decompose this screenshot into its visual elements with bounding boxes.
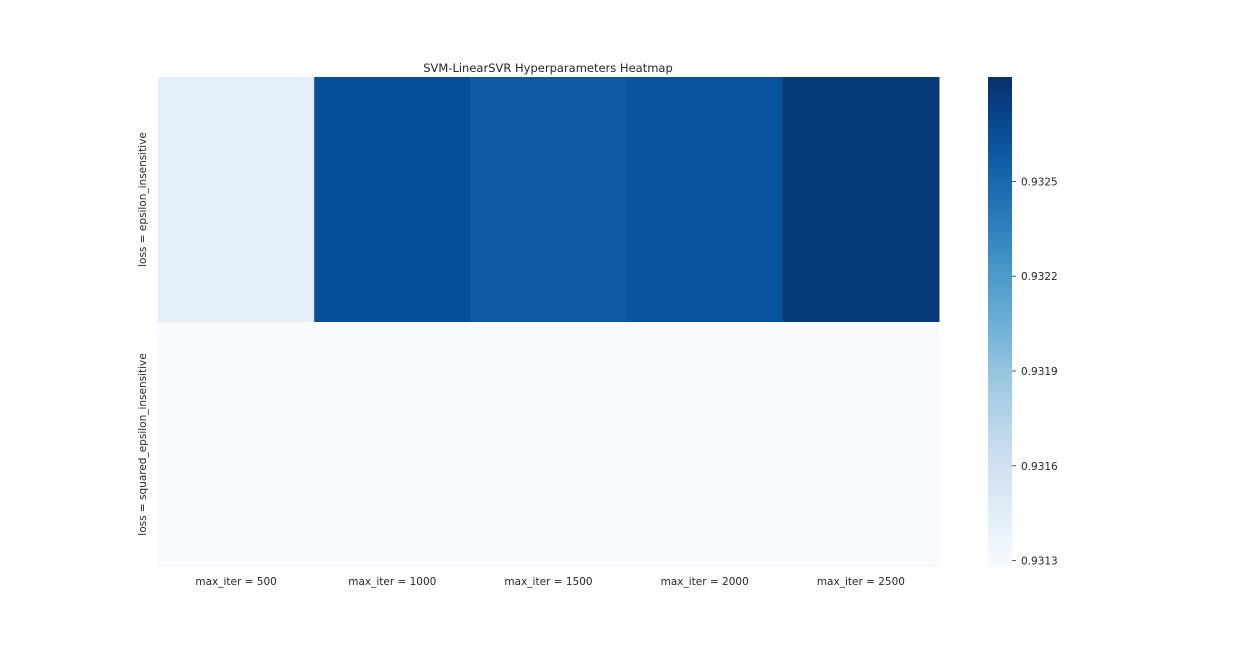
heatmap-cell (470, 322, 628, 568)
heatmap-cell (782, 77, 940, 323)
colorbar-tick-label: 0.9319 (1021, 366, 1058, 378)
chart-title: SVM-LinearSVR Hyperparameters Heatmap (423, 61, 673, 75)
x-tick-label: max_iter = 2500 (817, 576, 905, 588)
colorbar-tick-label: 0.9313 (1021, 556, 1058, 568)
heatmap-cells (158, 77, 940, 568)
colorbar-ticks: 0.9313 0.9316 0.9319 0.9322 0.9325 (1012, 176, 1058, 568)
heatmap-cell (626, 322, 784, 568)
heatmap-cell (158, 77, 315, 323)
y-tick-label: loss = epsilon_insensitive (137, 132, 149, 267)
colorbar-tick-label: 0.9322 (1021, 271, 1058, 283)
x-tick-label: max_iter = 1500 (504, 576, 592, 588)
heatmap-cell (314, 77, 471, 323)
x-tick-label: max_iter = 2000 (661, 576, 749, 588)
x-tick-labels: max_iter = 500 max_iter = 1000 max_iter = … (195, 576, 905, 588)
y-tick-label: loss = squared_epsilon_insensitive (137, 353, 149, 535)
colorbar-tick-label: 0.9316 (1021, 461, 1058, 473)
heatmap-cell (314, 322, 471, 568)
x-tick-label: max_iter = 1000 (348, 576, 436, 588)
heatmap-cell (626, 77, 784, 323)
heatmap-cell (158, 322, 315, 568)
colorbar-tick-label: 0.9325 (1021, 176, 1058, 188)
heatmap-cell (470, 77, 628, 323)
heatmap-cell (782, 322, 940, 568)
x-tick-label: max_iter = 500 (195, 576, 276, 588)
colorbar (988, 77, 1012, 567)
